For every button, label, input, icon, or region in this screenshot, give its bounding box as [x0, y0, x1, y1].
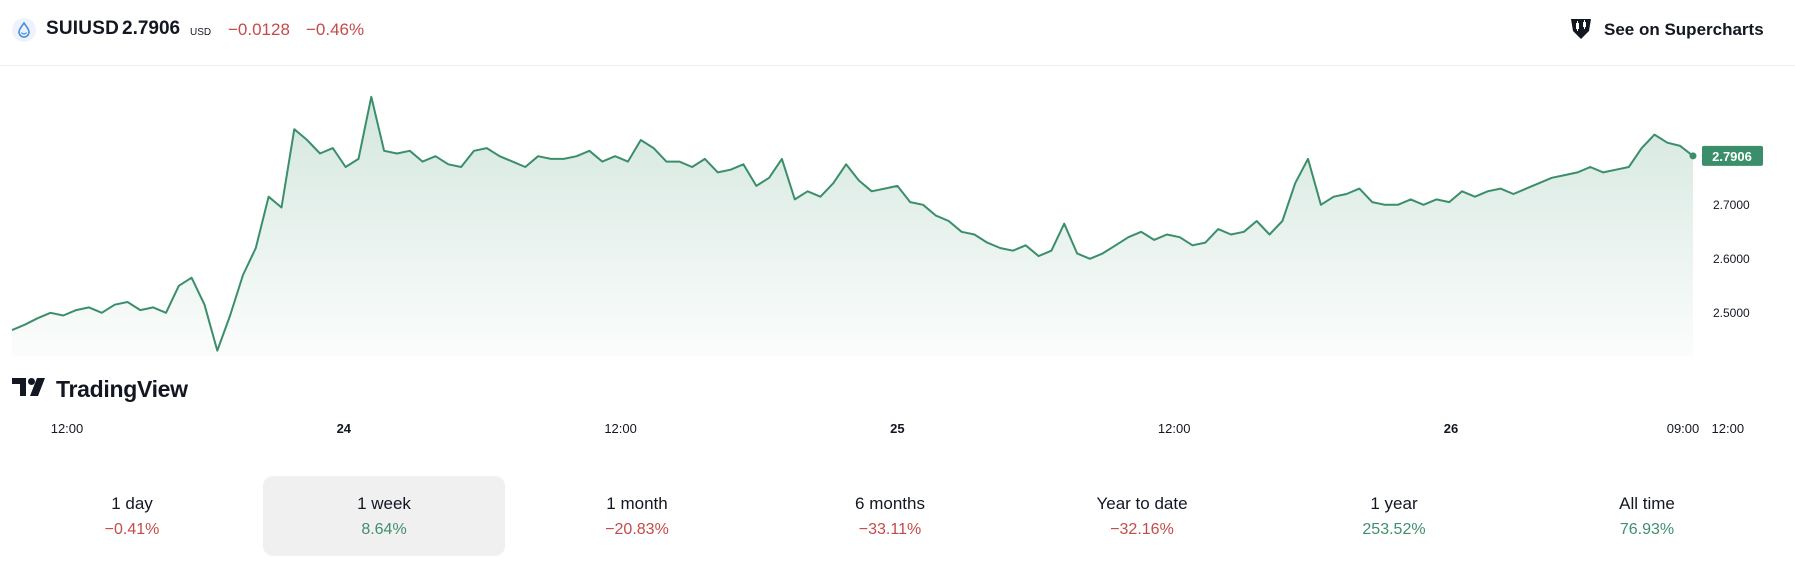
period-tab-1-day[interactable]: 1 day −0.41% [11, 476, 253, 556]
x-tick-label-3: 25 [890, 421, 904, 436]
x-tick-label-6: 12:00 [1712, 421, 1745, 436]
current-price: 2.7906 [122, 18, 181, 39]
period-change-value: −32.16% [1110, 521, 1174, 538]
symbol-header: SUIUSD 2.7906 USD −0.0128 −0.46% See on … [0, 0, 1795, 66]
period-tab-1-year[interactable]: 1 year 253.52% [1273, 476, 1515, 556]
period-label: 1 month [606, 494, 668, 513]
period-label: All time [1619, 494, 1675, 513]
x-tick-label-4: 12:00 [1158, 421, 1191, 436]
period-tab-1-month[interactable]: 1 month −20.83% [516, 476, 758, 556]
last-price-label: 2.7906 [1702, 145, 1763, 166]
price-change: −0.0128 [228, 20, 290, 39]
period-label: 1 day [111, 494, 153, 513]
period-label: 1 year [1370, 494, 1418, 513]
last-price-label-bg [1702, 145, 1763, 166]
period-label: Year to date [1096, 494, 1188, 513]
x-tick-label-5: 26 [1444, 421, 1458, 436]
tradingview-logo-icon [12, 377, 56, 402]
period-change-value: 253.52% [1362, 521, 1426, 538]
x-tick-label-0: 12:00 [51, 421, 84, 436]
last-price-label-text: 2.7906 [1712, 149, 1752, 164]
sui-drop-icon [12, 18, 36, 42]
period-change-value: 8.64% [361, 521, 407, 538]
supercharts-label: See on Supercharts [1604, 20, 1764, 39]
y-tick-label-0: 2.5000 [1713, 306, 1750, 320]
period-change-value: 76.93% [1619, 521, 1675, 538]
period-label: 1 week [357, 494, 411, 513]
period-tab-1-week[interactable]: 1 week 8.64% [263, 476, 505, 556]
x-axis: 12:002412:002512:002612:002712:002812:00… [51, 421, 1745, 436]
symbol-name: SUIUSD [46, 18, 119, 39]
x-tick-label-1: 24 [337, 421, 352, 436]
supercharts-icon [1568, 15, 1604, 46]
period-change-value: −20.83% [605, 521, 669, 538]
period-label: 6 months [855, 494, 925, 513]
see-on-supercharts-link[interactable]: See on Supercharts [1568, 15, 1764, 45]
period-tab-year-to-date[interactable]: Year to date −32.16% [1021, 476, 1263, 556]
period-change-value: −33.11% [858, 521, 922, 538]
x-tick-label-2: 12:00 [604, 421, 637, 436]
x-tick-label-12: 09:00 [1667, 421, 1700, 436]
tradingview-logo[interactable]: TradingView [12, 376, 188, 403]
period-tab-all-time[interactable]: All time 76.93% [1526, 476, 1768, 556]
period-performance-tabs: 1 day −0.41% 1 week 8.64% 1 month −20.83% 6 mo… [0, 474, 1795, 558]
currency-label: USD [190, 27, 212, 38]
price-line [11, 95, 1694, 352]
price-change-percent: −0.46% [306, 20, 365, 39]
y-tick-label-1: 2.6000 [1713, 252, 1750, 266]
period-tab-6-months[interactable]: 6 months −33.11% [769, 476, 1011, 556]
price-area-fill [12, 96, 1693, 357]
period-change-value: −0.41% [104, 521, 160, 538]
last-price-point [1689, 152, 1697, 160]
y-tick-label-2: 2.7000 [1713, 198, 1750, 212]
tradingview-logo-text: TradingView [56, 376, 188, 402]
